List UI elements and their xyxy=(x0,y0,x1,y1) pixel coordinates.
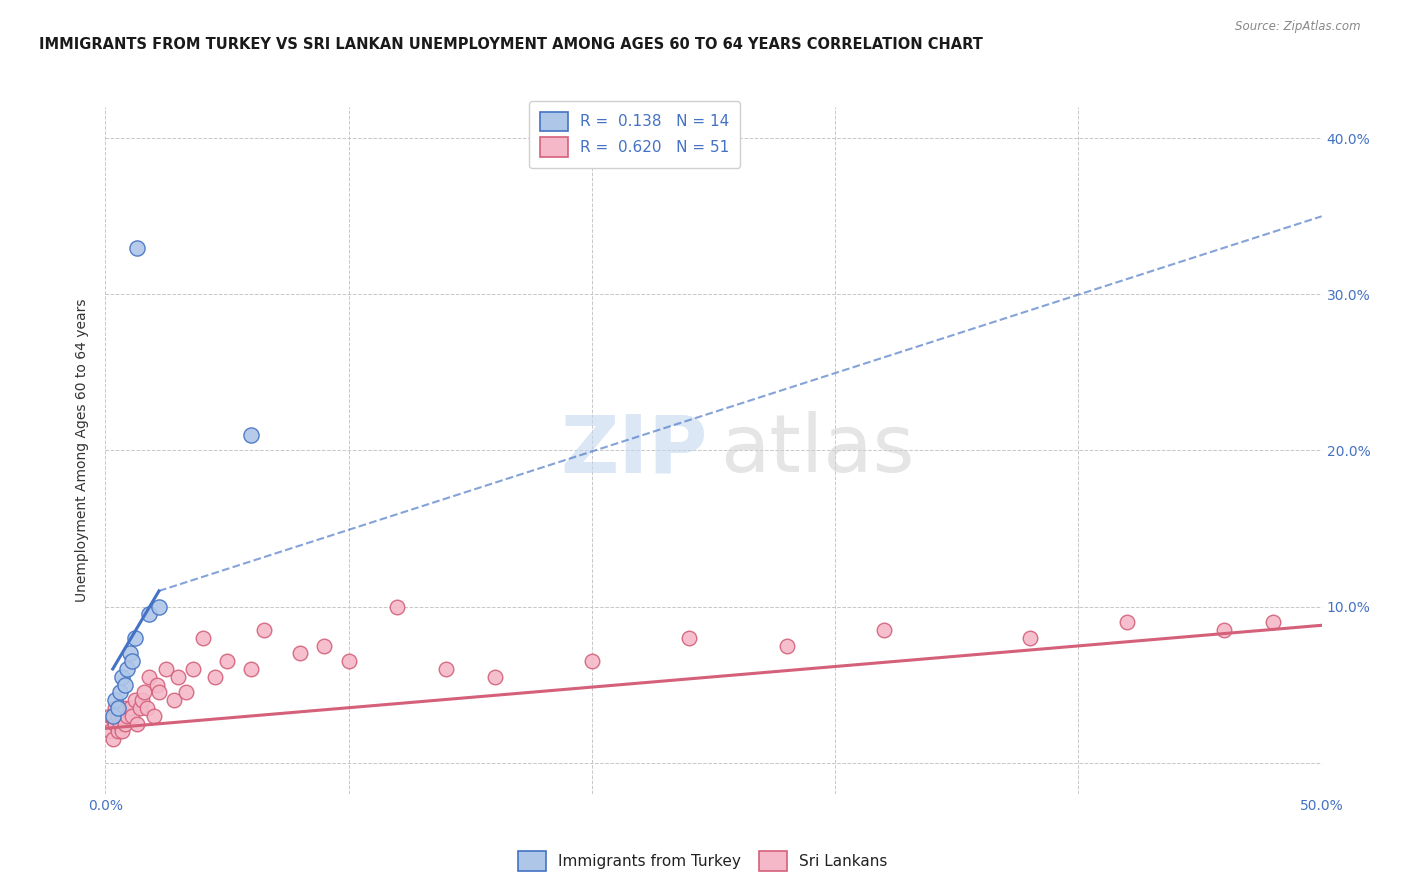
Text: Source: ZipAtlas.com: Source: ZipAtlas.com xyxy=(1236,20,1361,33)
Point xyxy=(131,693,153,707)
Point xyxy=(108,685,131,699)
Point xyxy=(98,708,121,723)
Point xyxy=(124,693,146,707)
Point xyxy=(204,670,226,684)
Point xyxy=(114,701,136,715)
Point xyxy=(118,701,141,715)
Point xyxy=(104,693,127,707)
Point xyxy=(108,716,131,731)
Point xyxy=(138,607,160,622)
Point xyxy=(121,708,143,723)
Point xyxy=(111,724,134,739)
Point xyxy=(101,732,124,747)
Point xyxy=(678,631,700,645)
Legend: R =  0.138   N = 14, R =  0.620   N = 51: R = 0.138 N = 14, R = 0.620 N = 51 xyxy=(529,101,740,168)
Point xyxy=(484,670,506,684)
Point xyxy=(1018,631,1040,645)
Point xyxy=(118,646,141,660)
Point xyxy=(217,654,239,668)
Point xyxy=(125,240,148,254)
Legend: Immigrants from Turkey, Sri Lankans: Immigrants from Turkey, Sri Lankans xyxy=(509,842,897,880)
Point xyxy=(107,708,129,723)
Point xyxy=(314,639,336,653)
Point xyxy=(148,685,170,699)
Y-axis label: Unemployment Among Ages 60 to 64 years: Unemployment Among Ages 60 to 64 years xyxy=(76,299,90,602)
Point xyxy=(108,701,131,715)
Point xyxy=(104,716,127,731)
Point xyxy=(101,708,124,723)
Point xyxy=(104,701,127,715)
Point xyxy=(117,708,139,723)
Point xyxy=(111,708,134,723)
Point xyxy=(337,654,360,668)
Point xyxy=(124,631,146,645)
Text: IMMIGRANTS FROM TURKEY VS SRI LANKAN UNEMPLOYMENT AMONG AGES 60 TO 64 YEARS CORR: IMMIGRANTS FROM TURKEY VS SRI LANKAN UNE… xyxy=(39,37,983,53)
Point xyxy=(1116,615,1139,630)
Point xyxy=(162,693,184,707)
Point xyxy=(138,670,160,684)
Point xyxy=(134,685,156,699)
Text: atlas: atlas xyxy=(720,411,914,490)
Point xyxy=(121,654,143,668)
Point xyxy=(191,631,214,645)
Point xyxy=(252,623,274,637)
Point xyxy=(434,662,457,676)
Point xyxy=(143,708,166,723)
Point xyxy=(107,724,129,739)
Point xyxy=(174,685,197,699)
Text: ZIP: ZIP xyxy=(560,411,707,490)
Point xyxy=(111,670,134,684)
Point xyxy=(114,678,136,692)
Point xyxy=(145,678,167,692)
Point xyxy=(155,662,177,676)
Point xyxy=(128,701,150,715)
Point xyxy=(288,646,311,660)
Point xyxy=(181,662,204,676)
Point xyxy=(1213,623,1236,637)
Point xyxy=(775,639,797,653)
Point xyxy=(114,716,136,731)
Point xyxy=(240,427,263,442)
Point xyxy=(240,662,263,676)
Point xyxy=(873,623,896,637)
Point xyxy=(148,599,170,614)
Point xyxy=(98,724,121,739)
Point xyxy=(117,662,139,676)
Point xyxy=(387,599,409,614)
Point xyxy=(581,654,603,668)
Point xyxy=(167,670,190,684)
Point xyxy=(125,716,148,731)
Point xyxy=(107,701,129,715)
Point xyxy=(135,701,157,715)
Point xyxy=(1261,615,1284,630)
Point xyxy=(101,712,124,726)
